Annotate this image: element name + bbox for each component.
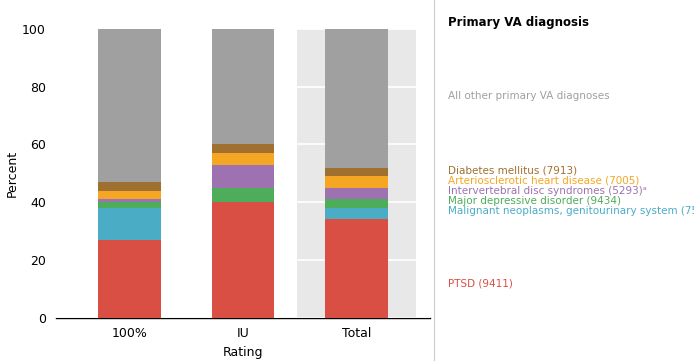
Y-axis label: Percent: Percent <box>6 150 19 197</box>
Text: Diabetes mellitus (7913): Diabetes mellitus (7913) <box>448 165 577 175</box>
Text: Intervertebral disc syndromes (5293)ᵃ: Intervertebral disc syndromes (5293)ᵃ <box>448 186 646 196</box>
Bar <box>98 240 160 318</box>
Bar <box>212 29 274 144</box>
Bar <box>325 188 388 199</box>
Bar <box>98 29 160 182</box>
Text: Major depressive disorder (9434): Major depressive disorder (9434) <box>448 196 620 206</box>
Bar <box>325 168 388 176</box>
Bar <box>325 29 388 168</box>
Bar <box>98 208 160 240</box>
X-axis label: Rating: Rating <box>223 346 263 359</box>
Bar <box>212 165 274 188</box>
Text: All other primary VA diagnoses: All other primary VA diagnoses <box>448 91 609 101</box>
Bar <box>212 144 274 153</box>
Bar <box>98 199 160 202</box>
Bar <box>212 188 274 202</box>
Bar <box>98 191 160 199</box>
Bar <box>325 208 388 219</box>
Bar <box>212 153 274 165</box>
Bar <box>98 182 160 191</box>
Text: Arteriosclerotic heart disease (7005): Arteriosclerotic heart disease (7005) <box>448 175 639 186</box>
Text: PTSD (9411): PTSD (9411) <box>448 278 512 288</box>
Bar <box>98 202 160 208</box>
Bar <box>297 29 416 318</box>
Bar <box>325 199 388 208</box>
Bar <box>325 176 388 188</box>
Text: Malignant neoplasms, genitourinary system (7528): Malignant neoplasms, genitourinary syste… <box>448 206 694 216</box>
Text: Primary VA diagnosis: Primary VA diagnosis <box>448 16 589 29</box>
Bar <box>325 219 388 318</box>
Bar <box>212 202 274 318</box>
